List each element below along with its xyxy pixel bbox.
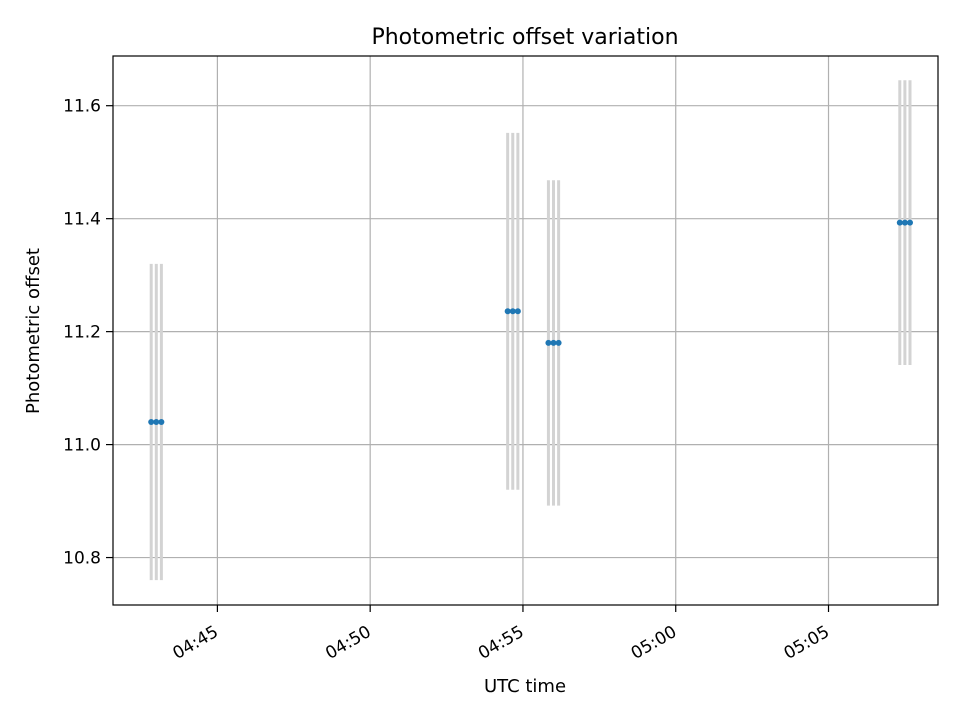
data-point (550, 339, 557, 346)
data-point (545, 339, 552, 346)
y-tick-label: 11.4 (63, 210, 101, 230)
y-axis-label: Photometric offset (23, 248, 44, 414)
data-point (555, 339, 562, 346)
data-points (148, 219, 913, 425)
y-tick-label: 11.2 (63, 323, 101, 343)
y-tick-label: 10.8 (63, 549, 101, 569)
data-point (158, 419, 165, 425)
data-point (906, 219, 913, 226)
data-point (901, 219, 908, 226)
data-point (514, 308, 521, 315)
data-point (153, 419, 160, 425)
data-point (148, 419, 155, 425)
chart-title: Photometric offset variation (371, 25, 678, 50)
data-point (896, 219, 903, 226)
grid (113, 56, 938, 605)
y-axis: 10.8 11.0 11.2 11.4 11.6 (63, 97, 113, 569)
x-axis-label: UTC time (484, 676, 566, 697)
y-tick-label: 11.6 (63, 97, 101, 117)
plot-frame (112, 55, 939, 606)
data-point (504, 308, 511, 315)
data-point (509, 308, 516, 315)
y-tick-label: 11.0 (63, 436, 101, 456)
